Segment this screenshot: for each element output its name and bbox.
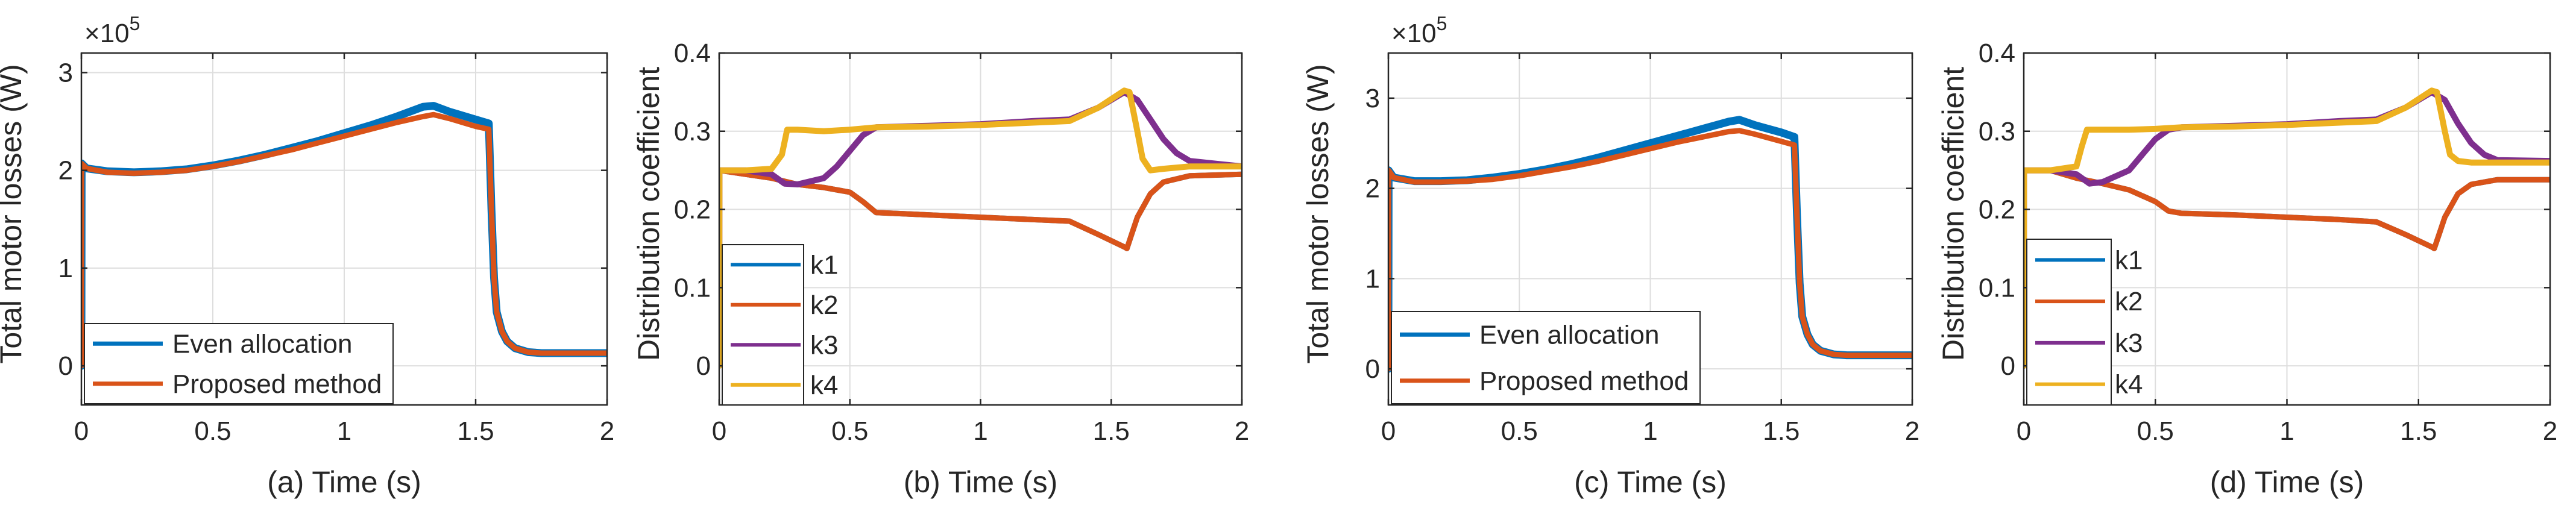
x-tick-label: 0 <box>2017 416 2031 446</box>
panel-a-x-axis-label: (a) Time (s) <box>267 465 421 499</box>
legend-box <box>84 323 394 404</box>
y-tick-label: 0.4 <box>674 39 711 68</box>
y-tick-label: 0.4 <box>1979 39 2015 68</box>
panel-a-exponent-label: ×105 <box>84 13 140 48</box>
legend-label: k4 <box>2115 370 2143 400</box>
legend-box <box>1391 311 1701 404</box>
x-tick-label: 1.5 <box>1763 416 1800 446</box>
y-tick-label: 0.2 <box>1979 195 2015 225</box>
x-tick-label: 0 <box>74 416 89 446</box>
panel-a-exponent-power: 5 <box>130 13 140 34</box>
x-tick-label: 1.5 <box>457 416 494 446</box>
panel-a-y-axis-label: Total motor losses (W) <box>0 64 28 363</box>
y-tick-label: 2 <box>58 156 73 186</box>
x-tick-label: 2 <box>2543 416 2557 446</box>
legend-label: Proposed method <box>172 369 382 399</box>
y-tick-label: 0.1 <box>674 273 711 302</box>
panel-c-exponent-power: 5 <box>1437 13 1447 34</box>
legend-label: k1 <box>2115 245 2143 275</box>
y-tick-label: 2 <box>1365 174 1380 204</box>
y-tick-label: 1 <box>58 254 73 283</box>
legend-label: Even allocation <box>1479 320 1659 349</box>
panel-c-y-axis-label: Total motor losses (W) <box>1301 64 1335 363</box>
y-tick-label: 0 <box>696 351 711 381</box>
y-tick-label: 0 <box>58 351 73 381</box>
x-tick-label: 0.5 <box>831 416 868 446</box>
panel-b-x-axis-label: (b) Time (s) <box>904 465 1058 499</box>
panel-d-y-axis-label: Distribution coefficient <box>1936 67 1970 361</box>
x-tick-label: 2 <box>1235 416 1249 446</box>
series-line-proposed-method <box>1388 128 1912 372</box>
y-tick-label: 3 <box>1365 84 1380 113</box>
panel-c-losses-chart: 0 0.5 1 1.5 2 0 1 2 3 (c) Time (s) Total motor l… <box>1301 13 1919 499</box>
panel-b-y-axis-label: Distribution coefficient <box>632 67 666 361</box>
panel-a-losses-chart: 0 0.5 1 1.5 2 0 1 2 3 (a) Time (s) Total motor l… <box>0 13 614 499</box>
legend-label: k1 <box>810 250 838 280</box>
legend-label: k2 <box>810 290 838 320</box>
panel-b-ticks: 0 0.5 1 1.5 2 0 0.1 0.2 0.3 0.4 <box>674 39 1249 446</box>
y-tick-label: 1 <box>1365 264 1380 293</box>
panel-c-exponent-base: ×10 <box>1391 19 1437 48</box>
series-line-k4 <box>2024 87 2550 369</box>
panel-b-plot-area <box>719 87 1242 369</box>
panel-c-plot-area <box>1388 116 1912 373</box>
panel-c-exponent-label: ×105 <box>1391 13 1447 48</box>
legend-label: k2 <box>2115 287 2143 316</box>
y-tick-label: 3 <box>58 58 73 87</box>
panel-b-legend: k1 k2 k3 k4 <box>722 244 838 406</box>
panel-d-ticks: 0 0.5 1 1.5 2 0 0.1 0.2 0.3 0.4 <box>1979 39 2557 446</box>
legend-box <box>2026 239 2112 406</box>
y-tick-label: 0.2 <box>674 195 711 225</box>
x-tick-label: 1.5 <box>2400 416 2437 446</box>
y-tick-label: 0.1 <box>1979 273 2015 302</box>
panel-c-legend: Even allocation Proposed method <box>1391 311 1701 404</box>
panel-d-plot-area <box>2024 87 2550 369</box>
panel-c-ticks: 0 0.5 1 1.5 2 0 1 2 3 <box>1365 53 1919 446</box>
panel-d-legend: k1 k2 k3 k4 <box>2026 239 2143 406</box>
x-tick-label: 1.5 <box>1093 416 1130 446</box>
x-tick-label: 0.5 <box>194 416 231 446</box>
x-tick-label: 0 <box>712 416 726 446</box>
legend-label: Proposed method <box>1479 366 1689 396</box>
panel-a-plot-area <box>81 102 607 370</box>
y-tick-label: 0 <box>2001 351 2015 381</box>
legend-label: k3 <box>2115 328 2143 358</box>
legend-label: Even allocation <box>172 329 352 359</box>
y-tick-label: 0.3 <box>674 117 711 146</box>
series-line-proposed-method <box>81 111 607 369</box>
x-tick-label: 2 <box>600 416 614 446</box>
x-tick-label: 1 <box>1643 416 1657 446</box>
series-line-k4 <box>719 87 1242 369</box>
panel-b-coefficient-chart: 0 0.5 1 1.5 2 0 0.1 0.2 0.3 0.4 (b) Time (s) Dist… <box>632 39 1249 499</box>
panel-d-x-axis-label: (d) Time (s) <box>2210 465 2364 499</box>
y-tick-label: 0 <box>1365 354 1380 384</box>
x-tick-label: 0.5 <box>1501 416 1538 446</box>
panel-c-x-axis-label: (c) Time (s) <box>1574 465 1727 499</box>
panel-a-exponent-base: ×10 <box>84 19 130 48</box>
panel-a-legend: Even allocation Proposed method <box>84 323 394 404</box>
y-tick-label: 0.3 <box>1979 117 2015 146</box>
legend-label: k4 <box>810 371 838 400</box>
legend-box <box>722 244 804 406</box>
x-tick-label: 2 <box>1905 416 1919 446</box>
x-tick-label: 0 <box>1381 416 1396 446</box>
x-tick-label: 1 <box>973 416 987 446</box>
legend-label: k3 <box>810 330 838 360</box>
x-tick-label: 1 <box>2279 416 2294 446</box>
panel-d-coefficient-chart: 0 0.5 1 1.5 2 0 0.1 0.2 0.3 0.4 (d) Time (s) Dist… <box>1936 39 2557 499</box>
x-tick-label: 1 <box>337 416 351 446</box>
x-tick-label: 0.5 <box>2137 416 2174 446</box>
